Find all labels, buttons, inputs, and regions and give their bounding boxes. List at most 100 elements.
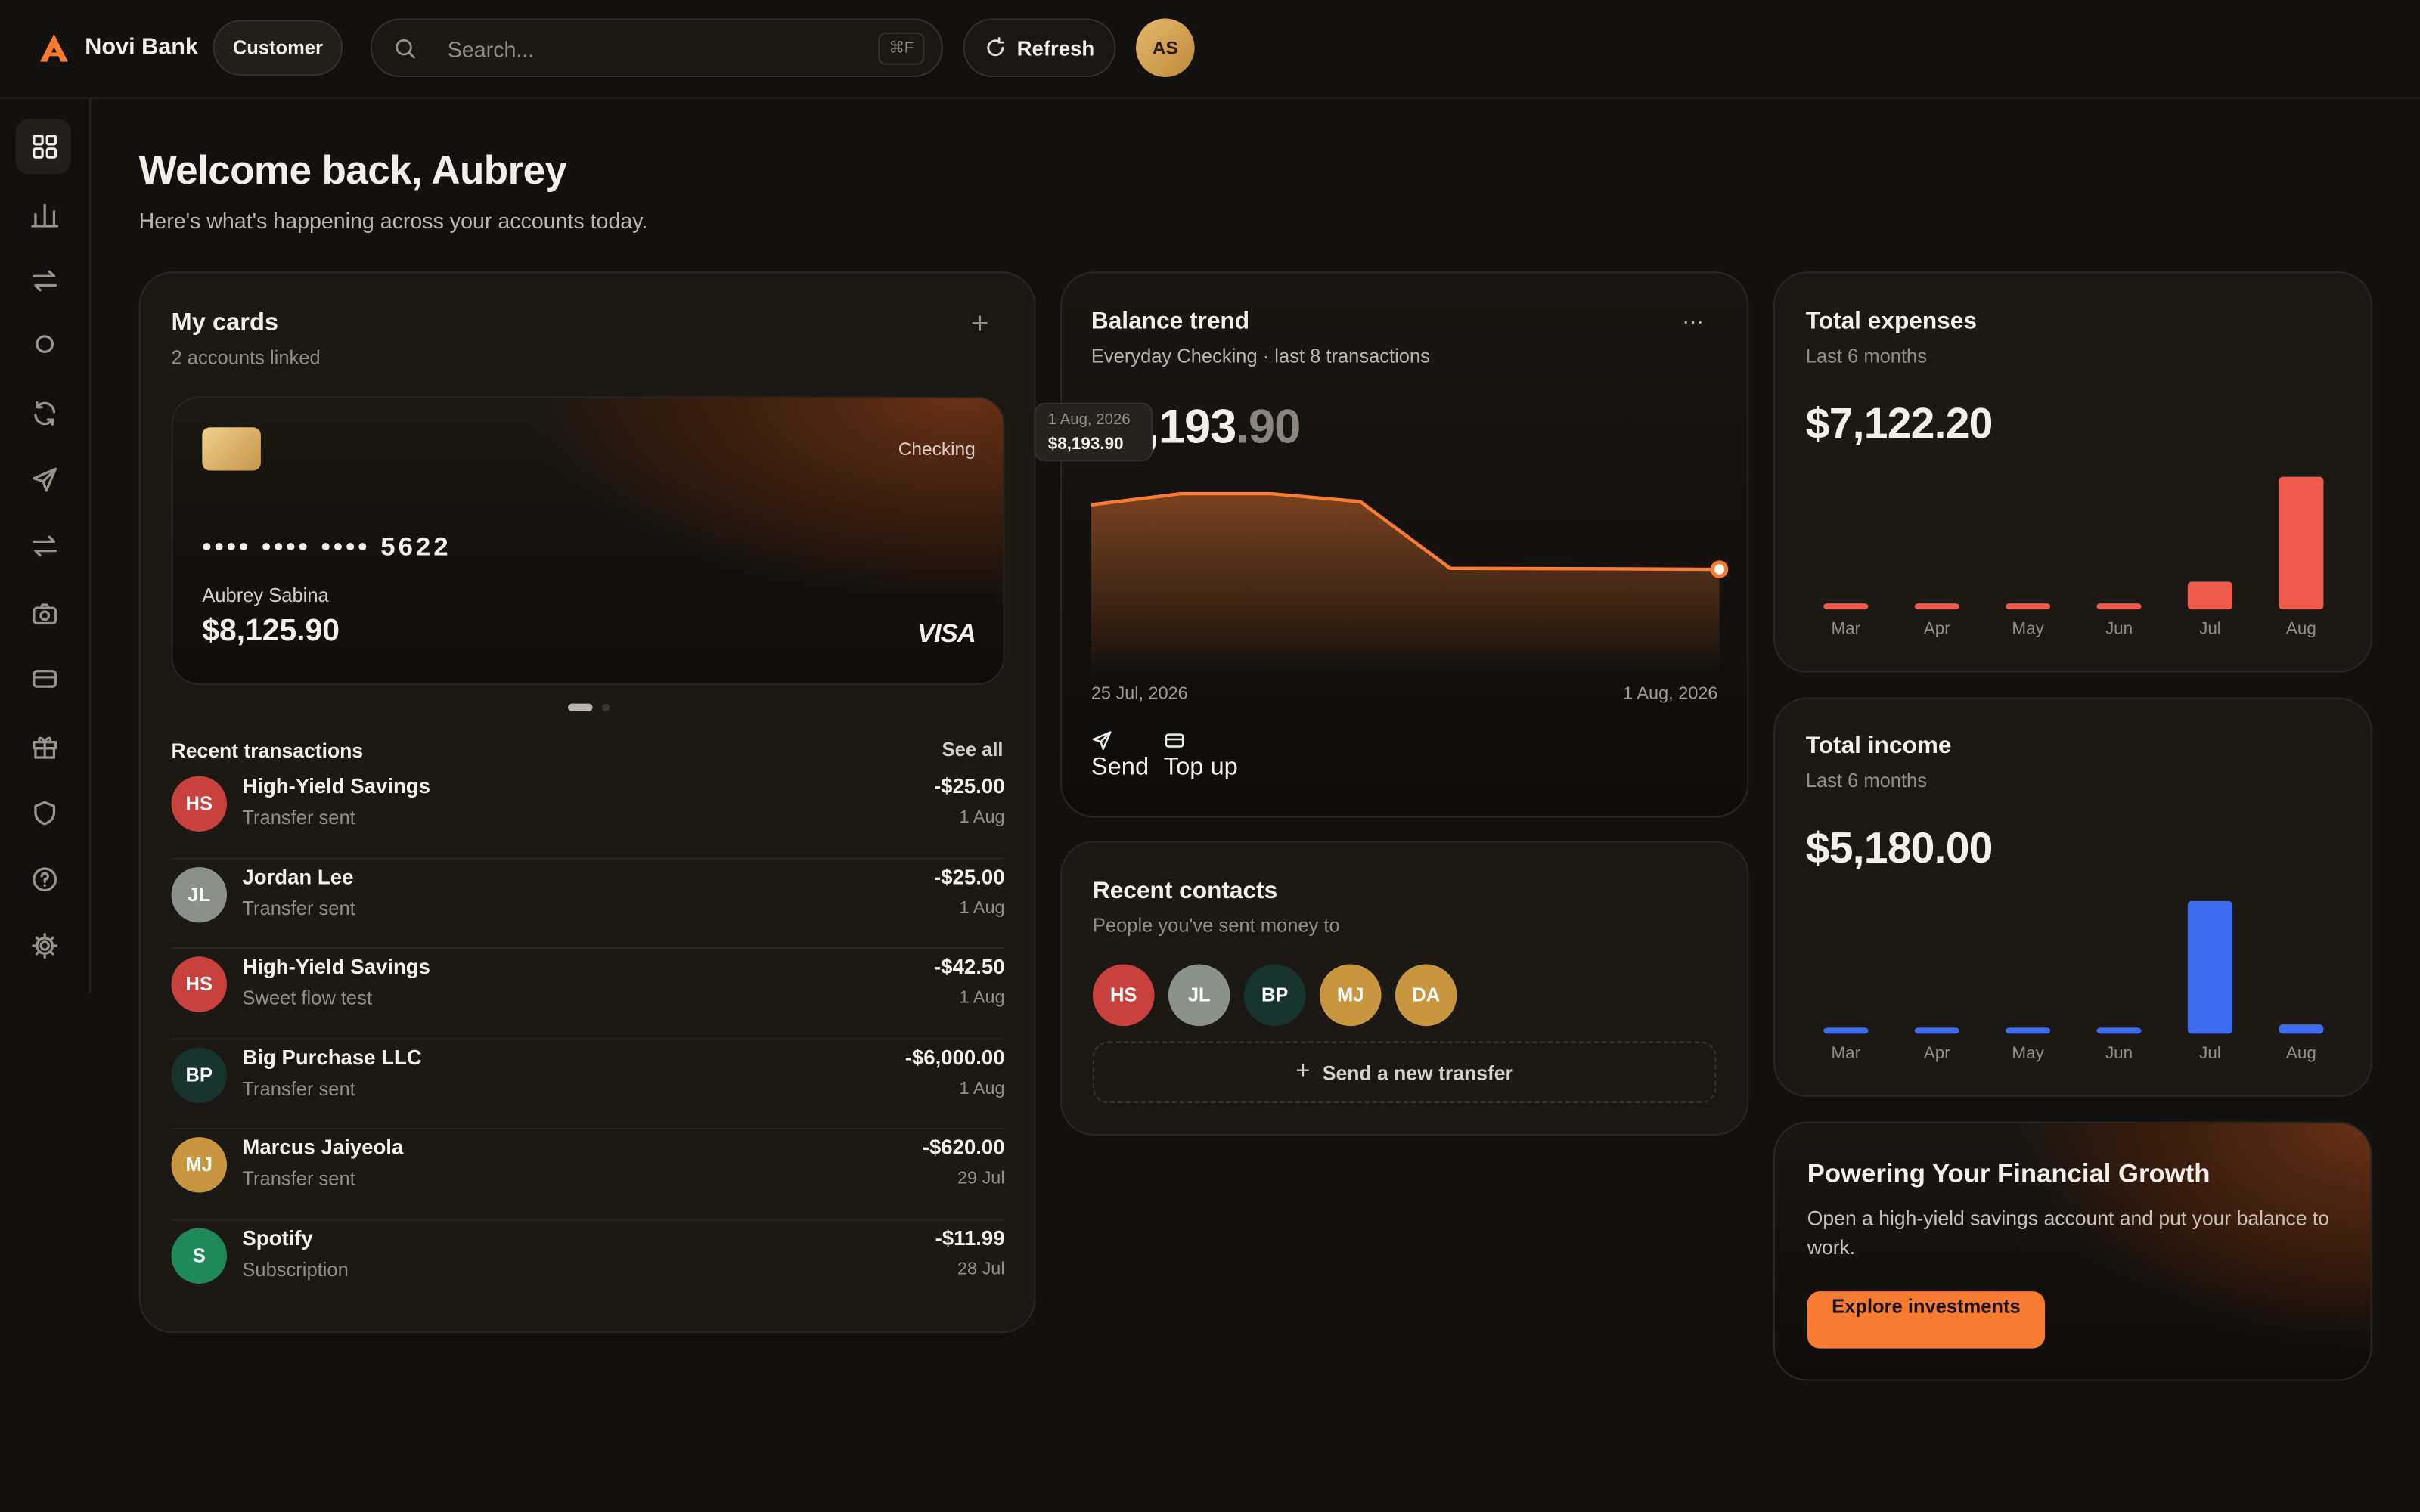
nav-dashboard[interactable] — [31, 133, 59, 161]
transaction-row[interactable]: JL Jordan Lee Transfer sent -$25.00 1 Aug — [171, 859, 1005, 950]
nav-security[interactable] — [31, 799, 59, 827]
carousel-dot[interactable] — [601, 703, 610, 711]
transaction-description: Subscription — [242, 1259, 349, 1281]
transaction-date: 1 Aug — [959, 1080, 1005, 1098]
transaction-row[interactable]: MJ Marcus Jaiyeola Transfer sent -$620.00 29… — [171, 1130, 1005, 1221]
x-tick-label: Apr — [1924, 1043, 1950, 1062]
transactions-title: Recent transactions — [171, 739, 364, 763]
transaction-description: Transfer sent — [242, 1168, 355, 1191]
transaction-description: Transfer sent — [242, 807, 355, 829]
panel-subtitle: Last 6 months — [1805, 770, 1927, 792]
contacts-row: HS JL BP MJ DA — [1092, 964, 1710, 1027]
card-type: Checking — [898, 438, 976, 460]
bar — [1823, 1027, 1869, 1034]
transaction-row[interactable]: S Spotify Subscription -$11.99 28 Jul — [171, 1220, 1005, 1311]
transaction-name: Spotify — [242, 1226, 313, 1250]
avatar[interactable]: HS — [1092, 964, 1155, 1027]
expenses-chart: Mar Apr May Jun Jul Aug — [1823, 476, 2324, 638]
nav-cards[interactable] — [31, 665, 59, 693]
transaction-row[interactable]: HS High-Yield Savings Transfer sent -$25.00… — [171, 768, 1005, 859]
bar — [2279, 476, 2324, 610]
nav-settings[interactable] — [31, 932, 59, 960]
carousel-dot-active[interactable] — [568, 703, 593, 711]
avatar: S — [171, 1228, 227, 1284]
transaction-description: Transfer sent — [242, 1078, 355, 1100]
transaction-amount: -$620.00 — [922, 1136, 1005, 1160]
transaction-description: Sweet flow test — [242, 987, 372, 1010]
nav-help[interactable] — [31, 866, 59, 894]
bar — [2187, 581, 2233, 610]
bank-card[interactable]: Checking •••• •••• •••• 5622 Aubrey Sabi… — [171, 396, 1005, 686]
nav-send[interactable] — [31, 466, 59, 494]
avatar: MJ — [171, 1137, 227, 1194]
transaction-amount: -$11.99 — [935, 1226, 1005, 1250]
bar — [2096, 603, 2142, 610]
transaction-name: Big Purchase LLC — [242, 1046, 422, 1069]
card-holder: Aubrey Sabina — [202, 584, 329, 607]
transaction-name: High-Yield Savings — [242, 774, 430, 798]
nav-rewards[interactable] — [31, 733, 59, 761]
add-card-button[interactable]: + — [970, 307, 989, 342]
nav-recurring[interactable] — [31, 400, 59, 428]
panel-subtitle: People you've sent money to — [1092, 915, 1340, 937]
topup-action[interactable]: Top up — [1164, 730, 1238, 782]
chart-tooltip: 1 Aug, 2026 $8,193.90 — [1034, 402, 1153, 462]
trend-chart — [1091, 491, 1729, 680]
transaction-amount: -$42.50 — [934, 955, 1005, 979]
more-button[interactable]: ··· — [1682, 308, 1705, 333]
x-tick-label: Apr — [1924, 619, 1950, 638]
bar — [2279, 1024, 2324, 1034]
transaction-row[interactable]: BP Big Purchase LLC Transfer sent -$6,000.0… — [171, 1040, 1005, 1130]
brand: Novi Bank — [85, 33, 198, 60]
transaction-row[interactable]: HS High-Yield Savings Sweet flow test -$42.… — [171, 949, 1005, 1040]
panel-subtitle: Last 6 months — [1805, 345, 1927, 367]
x-tick-label: Jun — [2105, 1043, 2133, 1062]
transaction-date: 29 Jul — [957, 1170, 1005, 1189]
trend-line — [1091, 491, 1720, 572]
bar — [2006, 603, 2051, 610]
nav-goals[interactable] — [31, 330, 59, 358]
search-box[interactable]: Search... ⌘F — [370, 18, 943, 78]
nav-deposit[interactable] — [31, 600, 59, 628]
income-chart: Mar Apr May Jun Jul Aug — [1823, 900, 2324, 1062]
avatar[interactable]: DA — [1395, 964, 1457, 1027]
avatar[interactable]: MJ — [1319, 964, 1382, 1027]
balance-cents: .90 — [1236, 399, 1301, 454]
transaction-date: 1 Aug — [959, 808, 1005, 827]
see-all-link[interactable]: See all — [942, 739, 1004, 761]
avatar: HS — [171, 956, 227, 1013]
bar — [1914, 603, 1959, 610]
bar — [1823, 603, 1869, 610]
x-tick-label: Mar — [1831, 619, 1860, 638]
bar — [2096, 1027, 2142, 1034]
avatar[interactable]: JL — [1168, 964, 1230, 1027]
user-avatar[interactable]: AS — [1136, 18, 1195, 78]
nav-exchange[interactable] — [31, 532, 59, 560]
x-start-label: 25 Jul, 2026 — [1091, 685, 1188, 704]
trend-area — [1091, 494, 1720, 680]
income-panel: Total income Last 6 months $5,180.00 Mar… — [1773, 697, 2372, 1098]
send-action[interactable]: Send — [1091, 730, 1149, 782]
total-amount: $7,122.20 — [1805, 399, 1993, 448]
role-button[interactable]: Customer — [213, 20, 343, 76]
avatar[interactable]: BP — [1243, 964, 1306, 1027]
topup-label: Top up — [1163, 754, 1238, 781]
total-amount: $5,180.00 — [1805, 823, 1993, 872]
welcome-title: Welcome back, Aubrey — [138, 146, 567, 194]
nav-analytics[interactable] — [31, 200, 59, 228]
refresh-button[interactable]: Refresh — [963, 18, 1116, 78]
card-balance: $8,125.90 — [202, 614, 340, 649]
panel-title: Balance trend — [1091, 308, 1250, 335]
panel-subtitle: Everyday Checking · last 8 transactions — [1091, 345, 1430, 367]
tooltip-date: 1 Aug, 2026 — [1047, 411, 1131, 429]
contacts-panel: Recent contacts People you've sent money… — [1060, 841, 1749, 1136]
top-bar — [0, 0, 2420, 99]
explore-button[interactable]: Explore investments — [1807, 1291, 2046, 1349]
new-transfer-button[interactable]: + Send a new transfer — [1092, 1041, 1717, 1104]
bar — [2187, 900, 2233, 1034]
card-number: •••• •••• •••• 5622 — [202, 532, 451, 562]
x-tick-label: Mar — [1831, 1043, 1860, 1062]
nav-transfers[interactable] — [31, 267, 59, 295]
